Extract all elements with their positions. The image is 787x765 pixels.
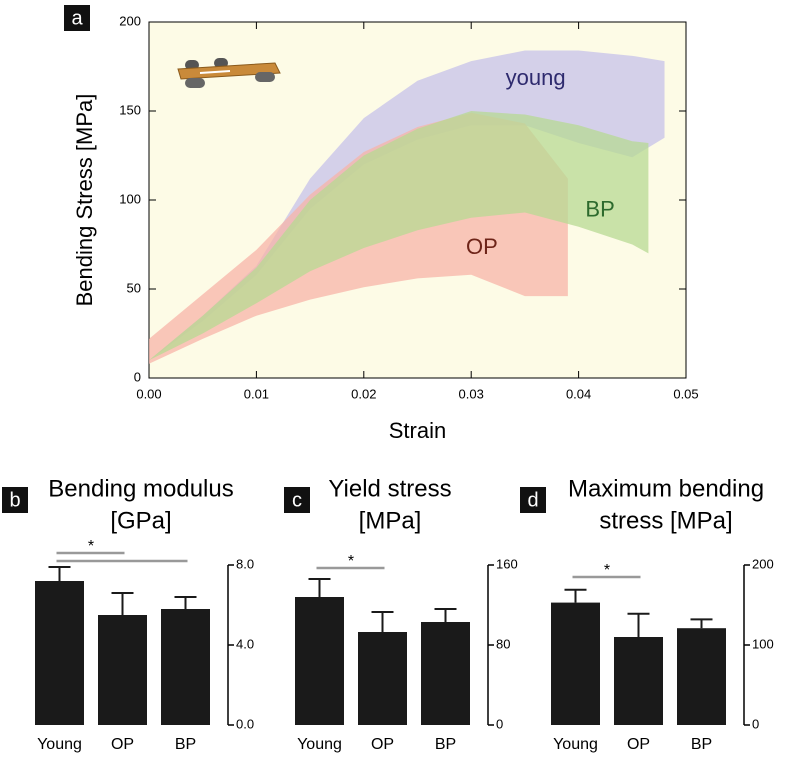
panel-letter: b: [9, 489, 20, 511]
panel-letter-box: [2, 487, 28, 513]
y-tick-label: 0.0: [236, 716, 254, 731]
y-tick-label: 4.0: [236, 636, 254, 651]
y-axis-title: Bending Stress [MPa]: [72, 94, 97, 307]
y-tick-label: 100: [119, 191, 141, 206]
y-tick-label: 0: [134, 369, 141, 384]
x-tick-label: 0.04: [566, 386, 591, 401]
panel-letter-box: [520, 487, 546, 513]
y-tick-label: 0: [496, 716, 503, 731]
y-tick-label: 200: [119, 13, 141, 28]
y-tick-label: 8.0: [236, 556, 254, 571]
x-tick-label: OP: [111, 736, 134, 753]
y-tick-label: 150: [119, 102, 141, 117]
bar: [421, 622, 470, 725]
bending-icon: [177, 58, 281, 88]
x-tick-label: 0.00: [136, 386, 161, 401]
panel-subtitle: [GPa]: [110, 507, 171, 534]
bar: [161, 609, 210, 725]
significance-star: *: [604, 562, 610, 579]
panel-letter: d: [527, 489, 538, 511]
y-tick-label: 160: [496, 556, 518, 571]
panel-letter: c: [292, 489, 302, 511]
y-tick-label: 0: [752, 716, 759, 731]
y-tick-label: 80: [496, 636, 510, 651]
bar: [358, 632, 407, 725]
significance-star: *: [348, 553, 354, 570]
panel-subtitle: stress [MPa]: [599, 507, 732, 534]
bar: [98, 615, 147, 725]
panel-letter: a: [71, 7, 83, 29]
band-label: OP: [466, 234, 498, 259]
x-tick-label: Young: [297, 736, 342, 753]
x-axis-title: Strain: [389, 418, 446, 443]
x-tick-label: Young: [37, 736, 82, 753]
panel-title: Maximum bending: [568, 475, 764, 502]
significance-star: *: [88, 538, 94, 555]
bar: [295, 597, 344, 725]
x-tick-label: BP: [175, 736, 196, 753]
panel-letter-box: [284, 487, 310, 513]
x-tick-label: 0.05: [673, 386, 698, 401]
band: [149, 111, 649, 361]
band-label: BP: [585, 196, 614, 221]
y-tick-label: 200: [752, 556, 774, 571]
y-tick-label: 100: [752, 636, 774, 651]
x-tick-label: BP: [691, 736, 712, 753]
x-tick-label: Young: [553, 736, 598, 753]
x-tick-label: OP: [371, 736, 394, 753]
y-tick-label: 50: [127, 280, 141, 295]
x-tick-label: BP: [435, 736, 456, 753]
panel-title: Bending modulus: [48, 475, 233, 502]
panel-title: Yield stress: [328, 475, 451, 502]
x-tick-label: OP: [627, 736, 650, 753]
x-tick-label: 0.03: [459, 386, 484, 401]
band-label: young: [506, 65, 566, 90]
bar: [35, 581, 84, 725]
x-tick-label: 0.02: [351, 386, 376, 401]
bar: [551, 602, 600, 725]
panel-letter-box: [64, 5, 90, 31]
bar: [614, 637, 663, 725]
x-tick-label: 0.01: [244, 386, 269, 401]
panel-subtitle: [MPa]: [359, 507, 422, 534]
bar: [677, 628, 726, 725]
